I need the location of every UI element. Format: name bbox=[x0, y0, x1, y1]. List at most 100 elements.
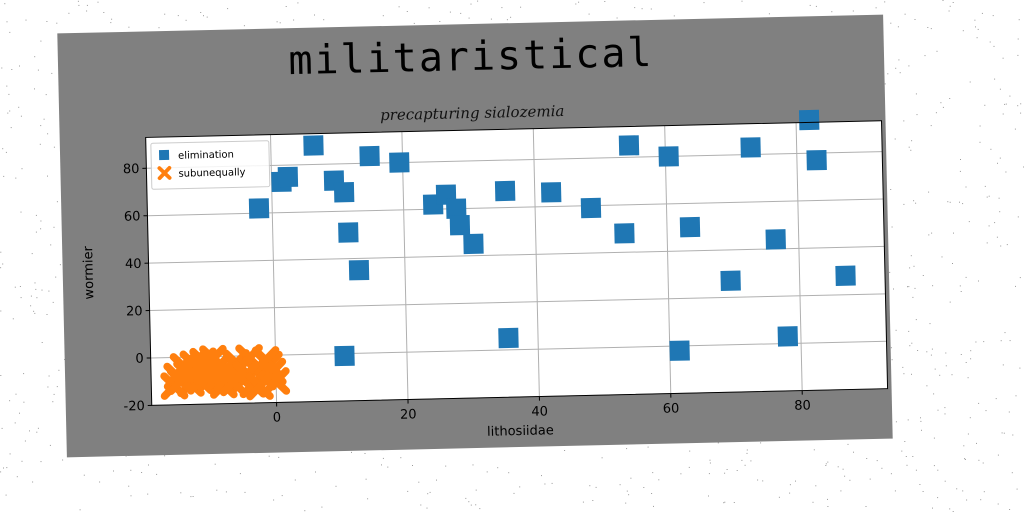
noise-dot bbox=[501, 7, 503, 9]
noise-dot bbox=[912, 456, 914, 457]
noise-dot bbox=[933, 465, 935, 467]
noise-dot bbox=[4, 3, 6, 5]
noise-dot bbox=[914, 287, 916, 289]
noise-dot bbox=[47, 386, 49, 388]
scatter-point bbox=[498, 327, 519, 349]
noise-dot bbox=[35, 214, 37, 216]
noise-dot bbox=[717, 442, 719, 444]
noise-dot bbox=[895, 67, 897, 69]
noise-dot bbox=[928, 191, 930, 193]
noise-dot bbox=[279, 22, 281, 24]
noise-dot bbox=[52, 301, 54, 303]
noise-dot bbox=[827, 461, 829, 463]
noise-dot bbox=[960, 291, 962, 292]
noise-dot bbox=[760, 442, 762, 444]
noise-dot bbox=[479, 508, 481, 510]
noise-dot bbox=[323, 19, 325, 21]
noise-dot bbox=[147, 493, 149, 495]
noise-dot bbox=[86, 4, 88, 6]
noise-dot bbox=[5, 151, 7, 153]
noise-dot bbox=[915, 469, 917, 471]
noise-dot bbox=[984, 185, 986, 187]
noise-dot bbox=[475, 504, 477, 506]
noise-dot bbox=[967, 377, 969, 379]
noise-dot bbox=[468, 17, 470, 19]
noise-dot bbox=[844, 475, 846, 477]
noise-dot bbox=[630, 477, 632, 479]
noise-dot bbox=[56, 22, 58, 24]
noise-dot bbox=[19, 286, 21, 287]
noise-dot bbox=[62, 459, 64, 461]
noise-dot bbox=[304, 510, 306, 512]
noise-dot bbox=[930, 354, 932, 356]
noise-dot bbox=[762, 480, 764, 482]
noise-dot bbox=[15, 177, 17, 179]
noise-dot bbox=[30, 295, 32, 297]
noise-dot bbox=[930, 125, 932, 127]
noise-dot bbox=[962, 30, 964, 32]
noise-dot bbox=[382, 15, 384, 17]
noise-dot bbox=[967, 433, 969, 435]
noise-dot bbox=[33, 310, 35, 312]
noise-dot bbox=[6, 21, 8, 23]
noise-dot bbox=[48, 290, 50, 292]
noise-dot bbox=[239, 473, 241, 475]
noise-dot bbox=[616, 17, 618, 19]
noise-dot bbox=[960, 159, 961, 160]
noise-dot bbox=[895, 421, 897, 423]
legend-box bbox=[150, 140, 271, 190]
noise-dot bbox=[34, 282, 36, 284]
noise-dot bbox=[744, 464, 746, 466]
noise-dot bbox=[741, 459, 743, 461]
noise-dot bbox=[278, 456, 280, 458]
noise-dot bbox=[940, 102, 942, 104]
y-axis: -20 0 20 40 60 80 bbox=[123, 162, 152, 415]
noise-dot bbox=[460, 12, 462, 14]
noise-dot bbox=[937, 469, 939, 471]
noise-dot bbox=[216, 489, 218, 491]
noise-dot bbox=[975, 341, 977, 343]
noise-dot bbox=[795, 480, 796, 482]
noise-dot bbox=[927, 27, 929, 28]
noise-dot bbox=[910, 149, 912, 151]
noise-dot bbox=[86, 10, 88, 12]
noise-dot bbox=[39, 143, 41, 145]
noise-dot bbox=[14, 286, 16, 288]
noise-dot bbox=[468, 501, 470, 503]
noise-dot bbox=[996, 236, 998, 238]
noise-dot bbox=[995, 398, 997, 400]
noise-dot bbox=[992, 15, 994, 17]
noise-dot bbox=[893, 288, 894, 290]
noise-dot bbox=[510, 16, 512, 18]
noise-dot bbox=[578, 1, 580, 3]
noise-dot bbox=[978, 459, 980, 461]
noise-dot bbox=[726, 469, 728, 470]
noise-dot bbox=[0, 375, 2, 376]
noise-dot bbox=[1002, 364, 1004, 366]
noise-dot bbox=[41, 342, 43, 343]
noise-dot bbox=[0, 471, 2, 473]
noise-dot bbox=[936, 50, 938, 52]
noise-dot bbox=[983, 491, 985, 493]
noise-dot bbox=[922, 491, 924, 492]
noise-dot bbox=[933, 437, 935, 439]
noise-dot bbox=[40, 125, 42, 127]
noise-dot bbox=[902, 366, 904, 368]
noise-dot bbox=[750, 460, 752, 462]
plot-area bbox=[145, 120, 888, 406]
noise-dot bbox=[0, 267, 2, 269]
noise-dot bbox=[993, 45, 995, 47]
noise-dot bbox=[589, 485, 591, 487]
noise-dot bbox=[40, 461, 42, 463]
noise-dot bbox=[381, 464, 382, 466]
noise-dot bbox=[1000, 245, 1002, 247]
noise-dot bbox=[852, 10, 854, 12]
noise-dot bbox=[916, 114, 918, 116]
noise-dot bbox=[978, 402, 980, 404]
noise-dot bbox=[214, 463, 216, 465]
noise-dot bbox=[931, 348, 933, 350]
noise-dot bbox=[1005, 171, 1007, 173]
scatter-point bbox=[449, 214, 471, 236]
noise-dot bbox=[79, 509, 81, 511]
noise-dot bbox=[192, 496, 194, 497]
